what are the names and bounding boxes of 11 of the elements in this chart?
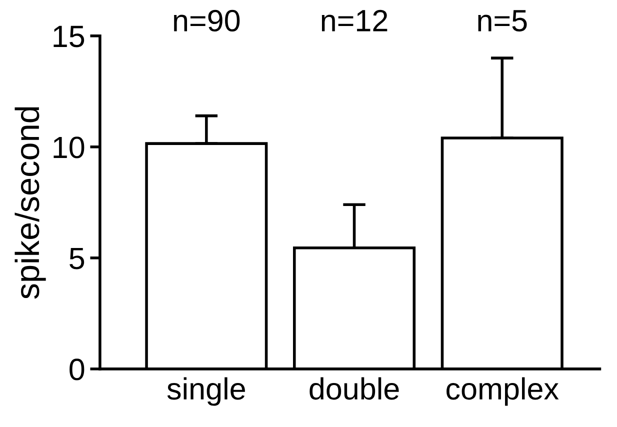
y-tick-label: 10	[54, 136, 84, 158]
y-tick-label: 15	[54, 26, 84, 48]
text: n=12	[322, 10, 388, 32]
x-tick-label: double	[310, 377, 399, 400]
text: n=5	[478, 10, 527, 32]
x-tick-label: single	[167, 377, 245, 406]
y-tick-label: 0	[70, 358, 84, 380]
x-tick-label: complex	[446, 377, 559, 406]
y-tick-label: 5	[70, 248, 84, 270]
text: n=90	[174, 10, 240, 32]
y-axis-title: spike/second	[14, 107, 46, 299]
